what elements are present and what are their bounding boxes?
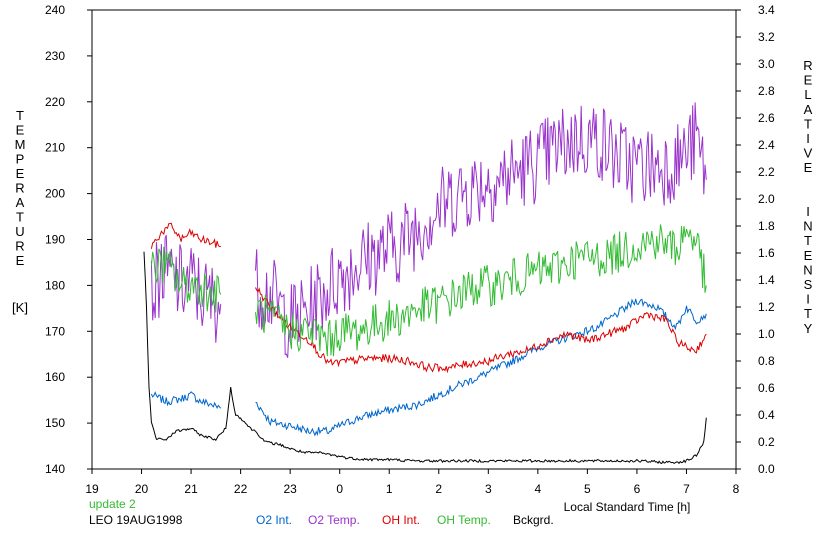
x-tick-label: 3 — [485, 482, 492, 496]
y-right-label-char: I — [806, 292, 810, 307]
legend-item: Bckgrd. — [513, 513, 554, 527]
y-right-tick-label: 0.4 — [758, 408, 775, 422]
y-right-label-char: S — [804, 277, 813, 292]
y-right-tick-label: 1.2 — [758, 300, 775, 314]
y-left-tick-label: 160 — [45, 370, 65, 384]
y-right-tick-label: 3.2 — [758, 30, 775, 44]
series-oh-temp — [150, 246, 222, 313]
y-left-tick-label: 170 — [45, 324, 65, 338]
series-oh-temp — [255, 224, 707, 357]
y-right-label-char: Y — [804, 321, 813, 336]
y-left-label-char: R — [15, 239, 24, 254]
x-tick-label: 1 — [386, 482, 393, 496]
y-left-label-char: E — [16, 253, 25, 268]
y-left-label-char: M — [15, 137, 26, 152]
y-right-tick-label: 1.4 — [758, 273, 775, 287]
x-tick-label: 7 — [683, 482, 690, 496]
y-left-label-char: R — [15, 181, 24, 196]
y-right-label-char: T — [804, 233, 812, 248]
plot-frame — [91, 9, 737, 470]
y-right-tick-label: 0.8 — [758, 354, 775, 368]
x-tick-label: 23 — [283, 482, 297, 496]
series-oh-int — [255, 287, 707, 374]
y-left-tick-label: 200 — [45, 187, 65, 201]
y-right-label-char: V — [804, 146, 813, 161]
y-left-tick-label: 230 — [45, 49, 65, 63]
x-tick-label: 8 — [733, 482, 740, 496]
y-right-label-char: T — [804, 116, 812, 131]
y-right-label-char: E — [804, 248, 813, 263]
y-right-tick-label: 0.6 — [758, 381, 775, 395]
y-right-tick-label: 1.0 — [758, 327, 775, 341]
y-right-label-char: N — [803, 219, 812, 234]
series-oh-int — [150, 222, 221, 249]
y-left-label-char: E — [16, 166, 25, 181]
station-date: LEO 19AUG1998 — [89, 513, 183, 527]
y-right-tick-label: 3.4 — [758, 3, 775, 17]
y-left-label-char: T — [16, 108, 24, 123]
series-o2-int — [255, 298, 707, 437]
legend-item: OH Temp. — [437, 513, 491, 527]
x-tick-label: 4 — [535, 482, 542, 496]
y-right-label-char: N — [803, 262, 812, 277]
x-tick-label: 21 — [184, 482, 198, 496]
y-right-label-char: E — [804, 160, 813, 175]
x-axis-label: Local Standard Time [h] — [564, 500, 691, 514]
y-right-label-char: I — [806, 204, 810, 219]
legend-item: O2 Temp. — [308, 513, 360, 527]
legend-item: O2 Int. — [256, 513, 293, 527]
y-left-label-char: P — [16, 152, 25, 167]
update-note: update 2 — [89, 497, 136, 511]
y-right-label-char: R — [803, 58, 812, 73]
y-right-tick-label: 0.2 — [758, 435, 775, 449]
x-tick-label: 22 — [234, 482, 248, 496]
x-tick-label: 20 — [135, 482, 149, 496]
axes — [87, 9, 741, 474]
y-left-label-char: A — [16, 195, 25, 210]
series-o2-temp — [255, 102, 707, 358]
y-right-tick-label: 0.0 — [758, 462, 775, 476]
y-left-unit: [K] — [12, 300, 28, 315]
legend-item: OH Int. — [382, 513, 421, 527]
y-left-tick-label: 190 — [45, 233, 65, 247]
y-right-tick-label: 1.6 — [758, 246, 775, 260]
y-left-label-char: E — [16, 123, 25, 138]
y-left-tick-label: 240 — [45, 3, 65, 17]
axis-labels: 19 20 21 22 23 0 1 2 3 4 5 6 7 8140150160170180190200… — [12, 3, 813, 514]
y-left-tick-label: 140 — [45, 462, 65, 476]
y-right-label-char: L — [804, 87, 811, 102]
y-right-label-char: I — [806, 131, 810, 146]
x-tick-label: 6 — [634, 482, 641, 496]
y-right-label-char: A — [804, 102, 813, 117]
y-right-tick-label: 2.6 — [758, 111, 775, 125]
x-tick-label: 0 — [336, 482, 343, 496]
y-right-label-char: E — [804, 73, 813, 88]
x-tick-label: 2 — [435, 482, 442, 496]
y-right-tick-label: 2.0 — [758, 192, 775, 206]
series-o2-int — [150, 391, 222, 410]
series-bckgrd — [143, 251, 707, 465]
y-left-tick-label: 210 — [45, 141, 65, 155]
y-right-label-char: T — [804, 306, 812, 321]
y-right-tick-label: 3.0 — [758, 57, 775, 71]
y-right-tick-label: 2.2 — [758, 165, 775, 179]
y-left-tick-label: 180 — [45, 278, 65, 292]
y-right-tick-label: 1.8 — [758, 219, 775, 233]
y-left-label-char: T — [16, 210, 24, 225]
y-left-tick-label: 220 — [45, 95, 65, 109]
x-tick-label: 5 — [584, 482, 591, 496]
y-right-tick-label: 2.4 — [758, 138, 775, 152]
y-left-tick-label: 150 — [45, 416, 65, 430]
x-tick-label: 19 — [85, 482, 99, 496]
series-layer — [143, 102, 707, 465]
y-right-tick-label: 2.8 — [758, 84, 775, 98]
y-left-label-char: U — [15, 224, 24, 239]
